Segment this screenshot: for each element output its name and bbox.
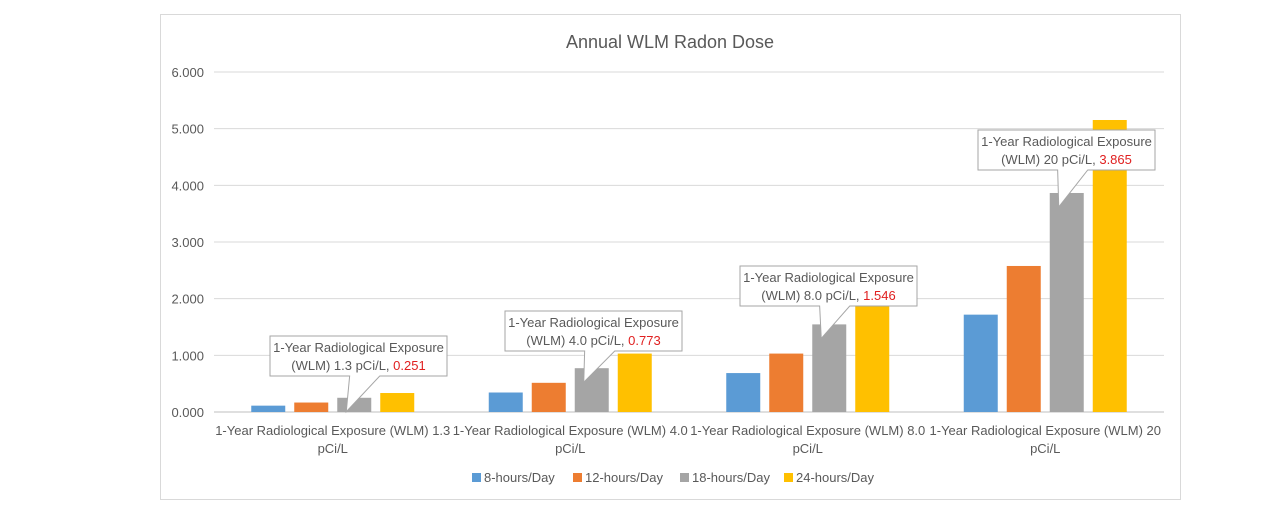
callout-category: (WLM) 4.0 pCi/L,	[526, 333, 628, 348]
bar-12-hours-day	[531, 382, 566, 412]
bar-24-hours-day	[617, 353, 652, 412]
data-callout-box	[739, 265, 918, 340]
y-tick-label: 1.000	[171, 348, 204, 363]
bar-18-hours-day	[1049, 192, 1084, 412]
x-tick-label: pCi/L	[793, 441, 823, 456]
callout-category: (WLM) 20 pCi/L,	[1001, 152, 1099, 167]
y-tick-label: 6.000	[171, 65, 204, 80]
callout-value: 3.865	[1099, 152, 1132, 167]
bar-12-hours-day	[769, 353, 804, 412]
callout-label: (WLM) 8.0 pCi/L, 1.546	[761, 288, 895, 303]
x-tick-label: pCi/L	[555, 441, 585, 456]
bar-18-hours-day	[812, 324, 847, 412]
data-callout-box	[504, 310, 683, 384]
legend-label: 8-hours/Day	[484, 470, 555, 485]
bar-18-hours-day	[574, 368, 609, 412]
bar-24-hours-day	[855, 295, 890, 412]
bar-8-hours-day	[488, 392, 523, 412]
bar-24-hours-day	[380, 393, 415, 412]
legend-swatch	[472, 473, 481, 482]
callout-label: (WLM) 4.0 pCi/L, 0.773	[526, 333, 660, 348]
y-tick-label: 2.000	[171, 292, 204, 307]
x-tick-label: pCi/L	[1030, 441, 1060, 456]
data-callout-box	[269, 335, 448, 414]
callout-value: 0.773	[628, 333, 661, 348]
x-tick-label: pCi/L	[318, 441, 348, 456]
x-tick-label: 1-Year Radiological Exposure (WLM) 20	[930, 423, 1161, 438]
callout-category: (WLM) 8.0 pCi/L,	[761, 288, 863, 303]
callout-label: 1-Year Radiological Exposure	[743, 270, 914, 285]
legend-swatch	[573, 473, 582, 482]
legend-swatch	[680, 473, 689, 482]
callout-category: (WLM) 1.3 pCi/L,	[291, 358, 393, 373]
x-tick-label: 1-Year Radiological Exposure (WLM) 8.0	[690, 423, 925, 438]
y-tick-label: 4.000	[171, 178, 204, 193]
y-tick-label: 5.000	[171, 122, 204, 137]
bar-8-hours-day	[251, 405, 286, 412]
callout-value: 1.546	[863, 288, 896, 303]
bar-18-hours-day	[337, 397, 372, 412]
callout-label: 1-Year Radiological Exposure	[981, 134, 1152, 149]
chart-title: Annual WLM Radon Dose	[566, 32, 774, 52]
x-tick-label: 1-Year Radiological Exposure (WLM) 4.0	[453, 423, 688, 438]
y-tick-label: 3.000	[171, 235, 204, 250]
chart-frame	[160, 14, 1181, 500]
callout-label: 1-Year Radiological Exposure	[508, 315, 679, 330]
callout-label: (WLM) 20 pCi/L, 3.865	[1001, 152, 1132, 167]
bar-12-hours-day	[1006, 265, 1041, 412]
legend-label: 18-hours/Day	[692, 470, 771, 485]
bar-8-hours-day	[726, 373, 761, 412]
legend-label: 24-hours/Day	[796, 470, 875, 485]
callout-label: (WLM) 1.3 pCi/L, 0.251	[291, 358, 425, 373]
bar-12-hours-day	[294, 402, 329, 412]
callout-label: 1-Year Radiological Exposure	[273, 340, 444, 355]
y-tick-label: 0.000	[171, 405, 204, 420]
bar-8-hours-day	[963, 314, 998, 412]
data-callout-box	[977, 129, 1156, 209]
callout-value: 0.251	[393, 358, 426, 373]
legend-label: 12-hours/Day	[585, 470, 664, 485]
legend-swatch	[784, 473, 793, 482]
x-tick-label: 1-Year Radiological Exposure (WLM) 1.3	[215, 423, 450, 438]
